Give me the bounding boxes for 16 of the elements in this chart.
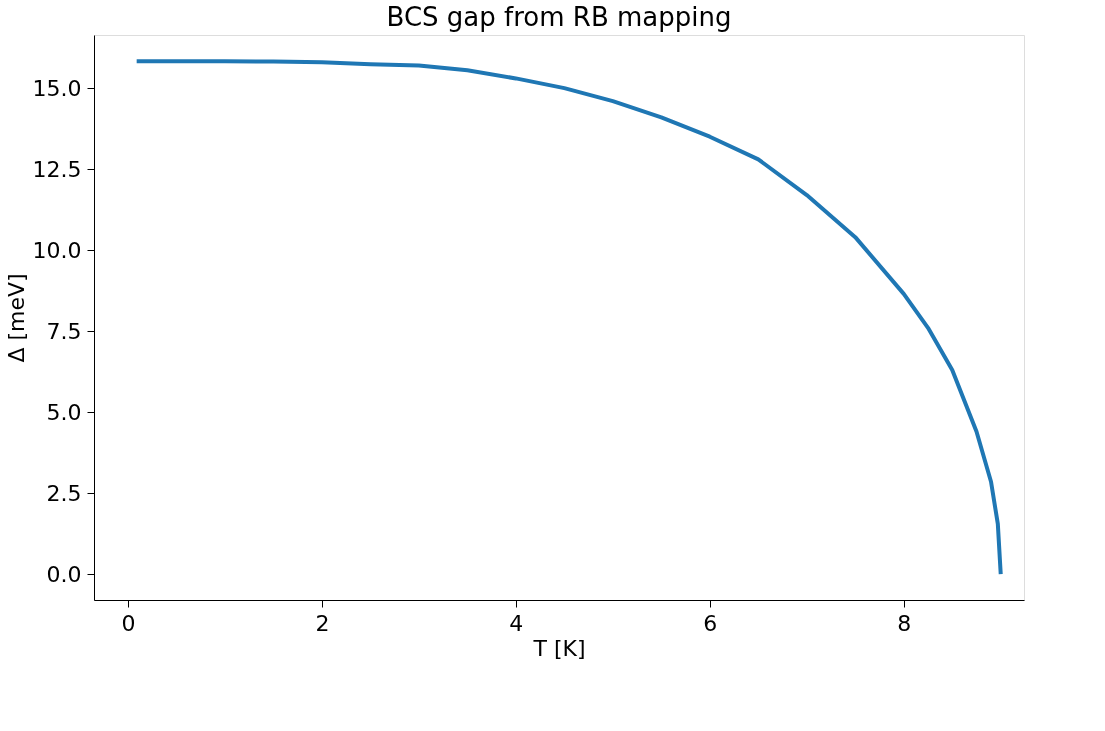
chart-title: BCS gap from RB mapping: [386, 2, 732, 32]
x-tick-label: 6: [703, 610, 718, 636]
y-tick-label: 10.0: [32, 237, 82, 263]
x-tick-label: 8: [897, 610, 912, 636]
line-series: [134, 59, 1003, 577]
x-axis-title: T [K]: [532, 635, 586, 661]
x-tick-label: 2: [315, 610, 330, 636]
y-tick-label: 12.5: [32, 156, 82, 182]
y-tick-label: 15.0: [32, 75, 82, 101]
y-tick-label: 5.0: [46, 399, 82, 425]
y-axis-title: Δ [meV]: [3, 273, 29, 363]
x-tick-label: 0: [121, 610, 136, 636]
y-tick-label: 7.5: [46, 318, 82, 344]
y-tick-label: 0.0: [46, 561, 82, 587]
y-tick-label: 2.5: [46, 480, 82, 506]
x-tick-label: 4: [509, 610, 524, 636]
